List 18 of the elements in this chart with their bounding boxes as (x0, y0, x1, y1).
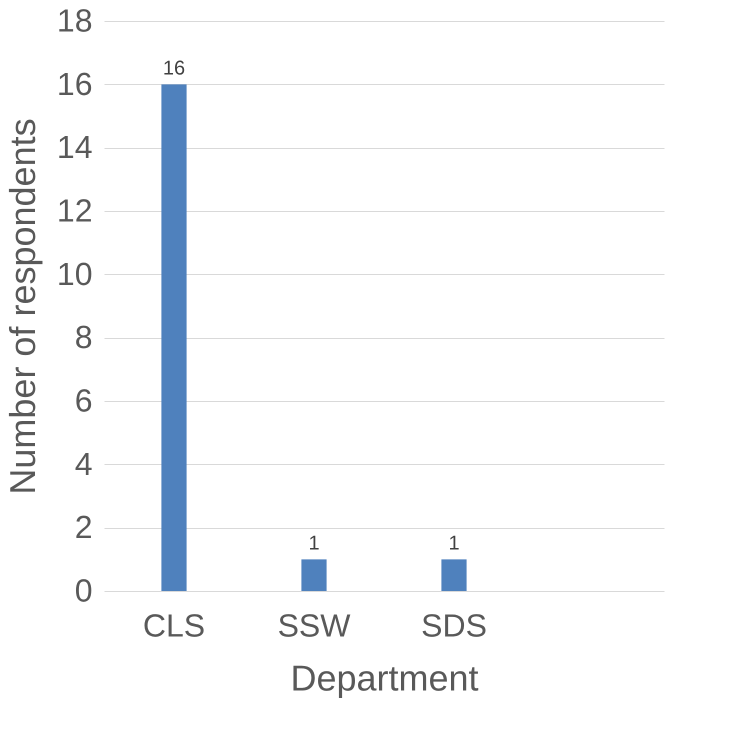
x-tick-label: SSW (278, 608, 352, 644)
y-tick-label: 6 (74, 382, 92, 418)
x-axis-title: Department (290, 658, 479, 698)
x-tick-label: SDS (421, 608, 487, 644)
y-tick-label: 2 (74, 509, 92, 546)
y-tick-label: 16 (56, 66, 92, 102)
x-tick-label: CLS (142, 608, 206, 644)
y-tick-label: 4 (74, 446, 92, 482)
data-label: 1 (448, 532, 460, 554)
data-label: 16 (162, 57, 186, 80)
y-tick-label: 18 (56, 2, 92, 38)
y-axis-title: Number of respondents (2, 118, 43, 495)
y-tick-label: 0 (74, 572, 92, 608)
data-label: 1 (308, 532, 320, 554)
y-tick-label: 12 (56, 192, 92, 228)
y-tick-label: 10 (56, 256, 92, 292)
y-tick-label: 8 (74, 319, 92, 356)
y-tick-label: 14 (56, 129, 92, 166)
